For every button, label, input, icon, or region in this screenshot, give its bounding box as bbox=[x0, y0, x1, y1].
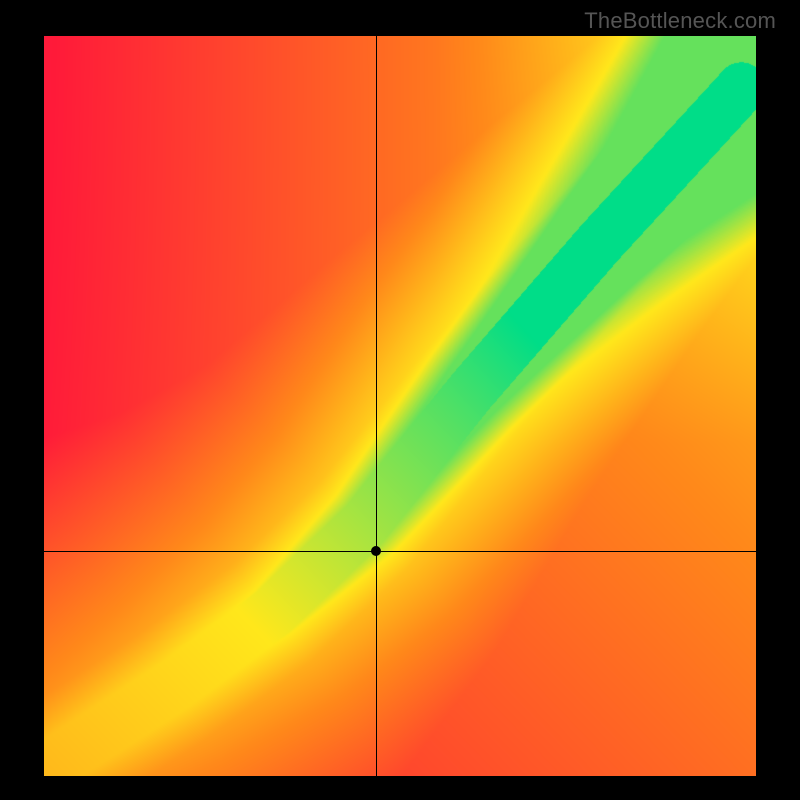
watermark-text: TheBottleneck.com bbox=[584, 8, 776, 34]
crosshair-horizontal bbox=[44, 551, 756, 552]
plot-frame bbox=[44, 36, 756, 776]
crosshair-marker bbox=[371, 546, 381, 556]
heatmap-canvas bbox=[44, 36, 756, 776]
crosshair-vertical bbox=[376, 36, 377, 776]
chart-container: TheBottleneck.com bbox=[0, 0, 800, 800]
